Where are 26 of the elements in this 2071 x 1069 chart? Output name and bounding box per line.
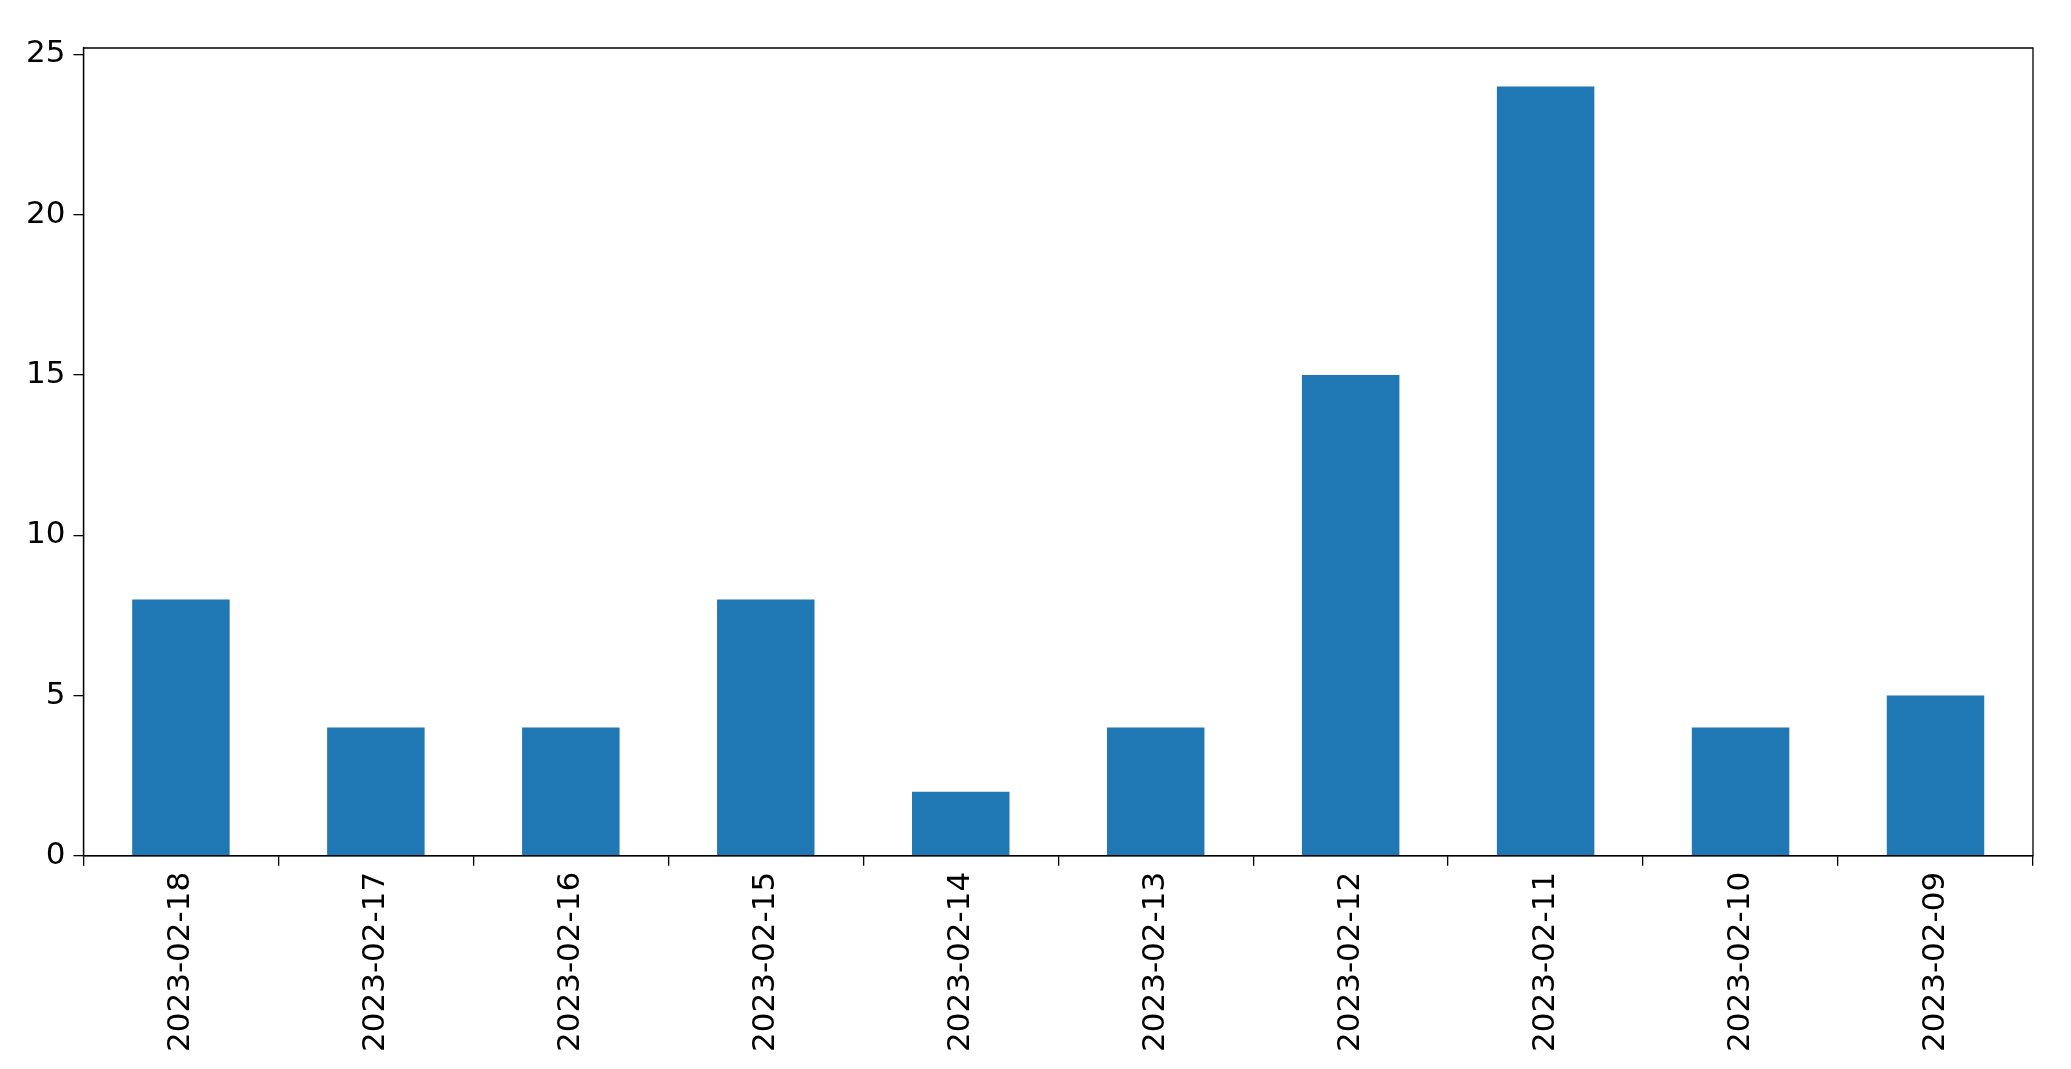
bar bbox=[1106, 727, 1205, 856]
y-tick-label: 15 bbox=[25, 354, 66, 391]
y-tick-label: 20 bbox=[25, 193, 66, 230]
bar bbox=[1301, 374, 1400, 856]
bar bbox=[327, 727, 425, 856]
bar bbox=[912, 791, 1010, 856]
bar bbox=[132, 599, 230, 856]
x-tick-label: 2023-02-14 bbox=[939, 871, 976, 1053]
bar bbox=[1886, 695, 1985, 856]
y-tick-label: 10 bbox=[25, 514, 66, 551]
x-tick-label: 2023-02-12 bbox=[1329, 871, 1366, 1053]
x-tick-label: 2023-02-13 bbox=[1134, 871, 1171, 1053]
bar bbox=[1496, 86, 1595, 856]
bar bbox=[1691, 727, 1790, 856]
x-tick-label: 2023-02-18 bbox=[159, 871, 196, 1053]
bar bbox=[522, 727, 620, 856]
y-tick-label: 25 bbox=[25, 33, 66, 70]
y-tick-label: 0 bbox=[45, 834, 66, 871]
x-tick-label: 2023-02-10 bbox=[1719, 871, 1756, 1053]
x-tick-label: 2023-02-16 bbox=[549, 871, 586, 1053]
bar bbox=[717, 599, 815, 856]
x-tick-label: 2023-02-11 bbox=[1524, 871, 1561, 1053]
x-tick-label: 2023-02-17 bbox=[354, 871, 391, 1053]
y-tick-label: 5 bbox=[45, 674, 66, 711]
x-tick-label: 2023-02-09 bbox=[1914, 871, 1951, 1053]
x-tick-label: 2023-02-15 bbox=[744, 871, 781, 1053]
